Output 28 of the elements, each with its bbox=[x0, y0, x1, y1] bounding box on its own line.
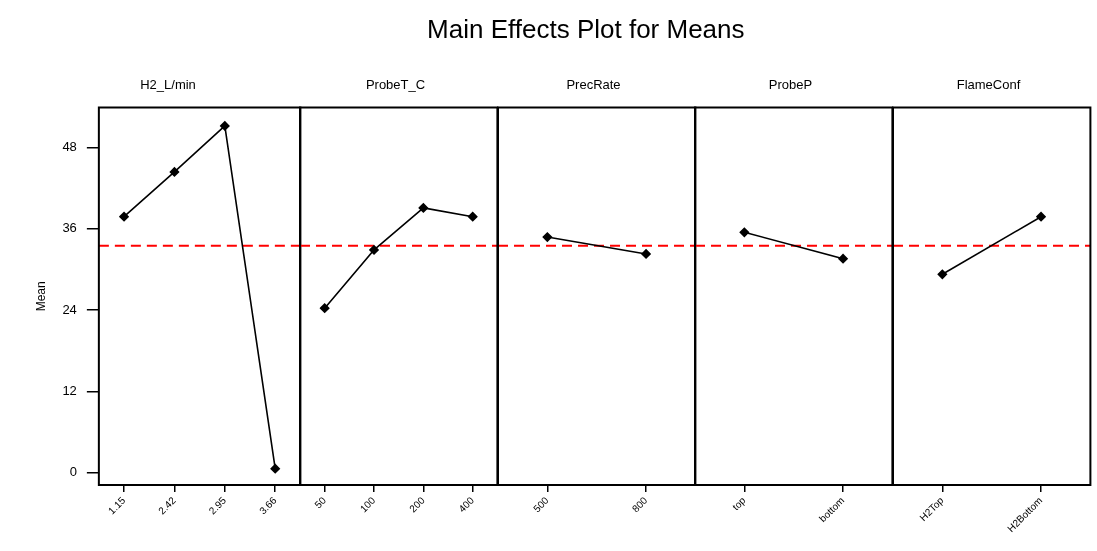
x-tick-label: 3.66 bbox=[257, 494, 279, 517]
point bbox=[320, 303, 330, 313]
y-tick-label: 24 bbox=[62, 301, 77, 317]
y-tick-label: 36 bbox=[62, 220, 77, 236]
chart-title: Main Effects Plot for Means bbox=[426, 14, 746, 45]
y-tick-label: 0 bbox=[69, 464, 77, 480]
point bbox=[220, 121, 230, 131]
point bbox=[468, 211, 478, 222]
point bbox=[119, 211, 129, 222]
point bbox=[270, 463, 281, 474]
x-tick-label: 800 bbox=[629, 494, 650, 515]
chart-subtitle: PrecRate bbox=[566, 77, 621, 93]
point bbox=[369, 245, 380, 255]
y-tick-label: 12 bbox=[62, 383, 77, 399]
chart-subtitle: FlameConf bbox=[956, 77, 1021, 93]
y-tick-label: 48 bbox=[62, 139, 77, 155]
chart-subtitle: H2_L/min bbox=[140, 77, 196, 93]
point bbox=[418, 203, 429, 213]
x-tick-label: 100 bbox=[358, 494, 379, 515]
x-tick-label: 500 bbox=[530, 494, 551, 515]
y-axis-title: Mean bbox=[33, 281, 48, 312]
chart-subtitle: ProbeT_C bbox=[366, 77, 426, 93]
x-tick-label: 50 bbox=[312, 494, 329, 511]
point bbox=[169, 167, 180, 177]
chart-subtitle: ProbeP bbox=[769, 77, 813, 93]
x-tick-label: 200 bbox=[407, 494, 428, 515]
x-tick-label: 400 bbox=[456, 494, 477, 515]
x-tick-label: top bbox=[730, 494, 749, 513]
